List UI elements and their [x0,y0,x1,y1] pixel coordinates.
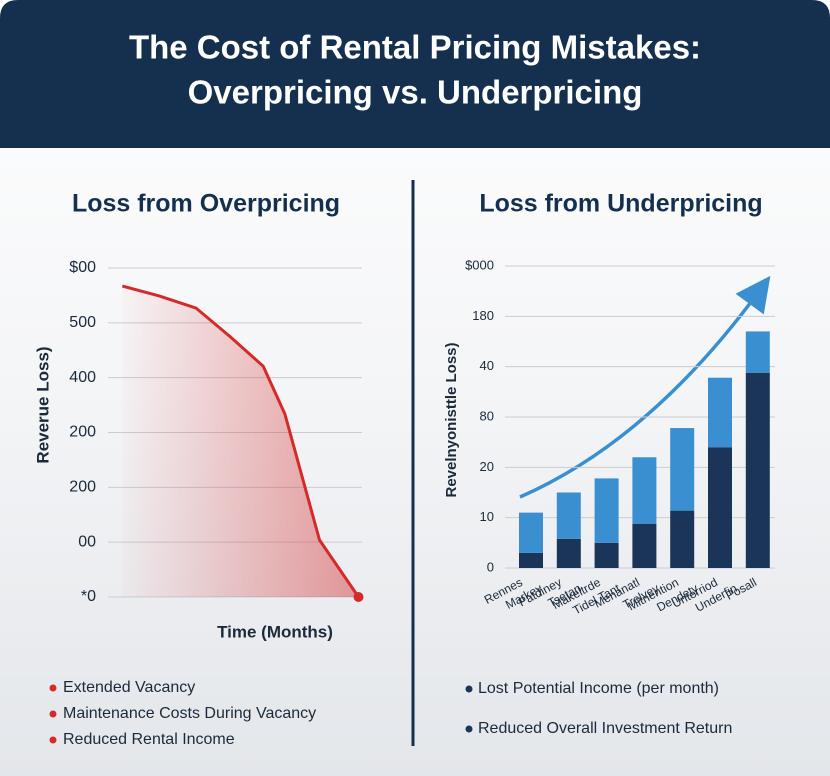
chart-title: Loss from Underpricing [479,190,762,218]
header-title: The Cost of Rental Pricing Mistakes: [129,29,701,66]
header-title: Overpricing vs. Underpricing [188,74,643,111]
y-tick-label: 80 [480,408,494,423]
y-tick-label: 500 [69,314,96,331]
line [121,284,360,598]
legend-label: Maintenance Costs During Vacancy [63,705,316,722]
bar-segment [632,457,657,524]
y-tick-label: 200 [69,479,96,496]
y-axis-label: Reverue Loss) [33,346,52,463]
bar-segment [745,331,770,373]
bar-segment [708,377,732,448]
y-tick-label: $000 [465,257,494,272]
legend-label: Reduced Rental Income [63,731,235,748]
bar-segment [594,542,619,568]
bar-segment [670,510,695,568]
legend-label: Extended Vacancy [63,679,195,696]
y-tick-label: 20 [480,459,494,474]
area-fill [122,286,359,597]
legend-marker [49,684,57,692]
bar-segment [519,552,543,568]
y-tick-label: 200 [69,424,96,441]
y-tick-label: 10 [480,509,494,524]
header-band [0,0,830,148]
bar-segment [594,478,619,543]
bar-segment [670,428,695,511]
y-tick-label: 40 [480,358,494,373]
bar-segment [632,523,657,568]
y-tick-label: 400 [69,369,96,386]
chart-title: Loss from Overpricing [72,190,340,218]
legend-marker [49,736,57,744]
legend-marker [49,710,57,718]
legend-marker [465,685,473,693]
y-tick-label: $00 [69,259,96,276]
y-tick-label: 00 [78,533,96,550]
y-tick-label: *0 [81,588,96,605]
bar-segment [745,372,770,568]
legend-label: Reduced Overall Investment Return [478,720,732,737]
bar-segment [556,492,581,539]
bar-segment [708,447,732,568]
bar-segment [556,538,581,568]
legend-marker [465,725,473,733]
legend-label: Lost Potential Income (per month) [478,680,719,697]
end-point [353,592,364,602]
x-axis-label: Time (Months) [217,622,333,641]
bar-segment [519,512,543,553]
y-axis-label: Revelnyonisttle Loss) [443,342,460,497]
y-tick-label: 0 [487,559,494,574]
y-tick-label: 180 [472,308,494,323]
